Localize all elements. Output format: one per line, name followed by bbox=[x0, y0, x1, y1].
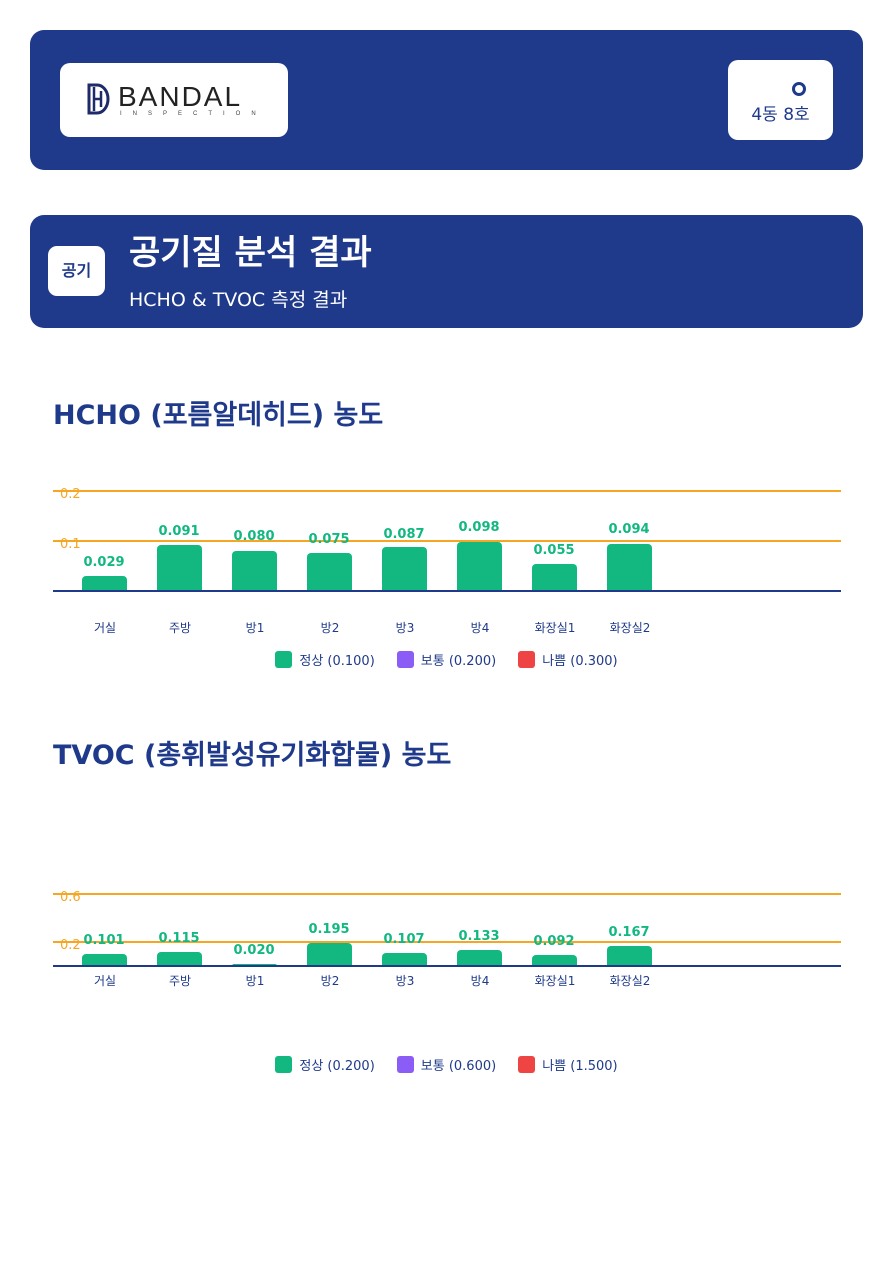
bar-kitchen bbox=[157, 545, 202, 591]
bar-living-room bbox=[82, 954, 127, 966]
bar-room2 bbox=[307, 943, 352, 966]
x-tick-label: 방4 bbox=[470, 621, 490, 635]
x-tick-label: 주방 bbox=[168, 621, 192, 635]
legend-item-moderate: 보통 (0.200) bbox=[396, 650, 497, 669]
bar-room3 bbox=[382, 953, 427, 966]
x-tick-label: 방2 bbox=[320, 974, 340, 988]
legend-item-bad: 나쁨 (1.500) bbox=[518, 1055, 618, 1074]
bar-bathroom1 bbox=[532, 564, 577, 591]
bar-room2 bbox=[307, 553, 352, 591]
unit-label: 4동 8호 bbox=[751, 105, 810, 125]
x-tick-label: 방4 bbox=[470, 974, 490, 988]
report-header: BANDAL INSPECTION 4동 8호 bbox=[30, 30, 863, 170]
x-tick-label: 화장실1 bbox=[534, 621, 576, 635]
hcho-chart: 0.2 0.1 0.029 0.091 0.080 0.075 0.087 0.… bbox=[53, 480, 841, 680]
legend-item-bad: 나쁨 (0.300) bbox=[518, 650, 618, 669]
legend-item-normal: 정상 (0.100) bbox=[275, 650, 375, 669]
legend-swatch-red bbox=[518, 651, 536, 668]
threshold-line-0.1 bbox=[53, 540, 841, 542]
bar-value: 0.087 bbox=[383, 527, 425, 542]
legend-item-moderate: 보통 (0.600) bbox=[396, 1055, 497, 1074]
bar-value: 0.094 bbox=[608, 522, 650, 537]
x-tick-label: 방2 bbox=[320, 621, 340, 635]
section-title: 공기질 분석 결과 bbox=[129, 233, 372, 273]
threshold-line-0.2 bbox=[53, 490, 841, 492]
bar-value: 0.133 bbox=[458, 929, 500, 944]
legend-label: 정상 (0.200) bbox=[299, 1059, 375, 1074]
tvoc-chart: 0.6 0.2 0.101 0.115 0.020 0.195 0.107 0.… bbox=[53, 880, 841, 1000]
bandal-logo-icon bbox=[87, 83, 110, 115]
bar-value: 0.195 bbox=[308, 922, 350, 937]
legend-swatch-red bbox=[518, 1056, 536, 1073]
threshold-label: 0.1 bbox=[60, 537, 81, 552]
bar-value: 0.080 bbox=[233, 529, 275, 544]
section-badge: 공기 bbox=[48, 246, 105, 296]
legend-label: 보통 (0.600) bbox=[420, 1059, 497, 1074]
x-tick-label: 방1 bbox=[245, 974, 265, 988]
bar-value: 0.029 bbox=[83, 555, 125, 570]
bar-room4 bbox=[457, 950, 502, 966]
x-tick-label: 거실 bbox=[93, 621, 117, 635]
logo-brand-text: BANDAL bbox=[118, 81, 243, 112]
x-tick-label: 화장실1 bbox=[534, 974, 576, 988]
bar-value: 0.055 bbox=[533, 543, 575, 558]
bar-value: 0.020 bbox=[233, 943, 275, 958]
legend-label: 정상 (0.100) bbox=[299, 654, 375, 669]
company-logo: BANDAL INSPECTION bbox=[60, 63, 288, 137]
x-tick-label: 주방 bbox=[168, 974, 192, 988]
threshold-line-0.2 bbox=[53, 941, 841, 943]
section-banner: 공기 공기질 분석 결과 HCHO & TVOC 측정 결과 bbox=[30, 215, 863, 328]
threshold-label: 0.2 bbox=[60, 938, 81, 953]
bar-value: 0.115 bbox=[158, 931, 200, 946]
legend-label: 나쁨 (0.300) bbox=[542, 654, 618, 669]
tvoc-legend: 정상 (0.200) 보통 (0.600) 나쁨 (1.500) bbox=[0, 1055, 893, 1074]
bar-room4 bbox=[457, 542, 502, 591]
x-axis bbox=[53, 965, 841, 967]
x-tick-label: 방3 bbox=[395, 621, 415, 635]
bar-room3 bbox=[382, 547, 427, 591]
tvoc-chart-title: TVOC (총휘발성유기화합물) 농도 bbox=[53, 740, 452, 771]
bar-bathroom1 bbox=[532, 955, 577, 966]
x-tick-label: 거실 bbox=[93, 974, 117, 988]
bar-value: 0.091 bbox=[158, 524, 200, 539]
threshold-line-0.6 bbox=[53, 893, 841, 895]
x-tick-label: 방3 bbox=[395, 974, 415, 988]
x-tick-label: 방1 bbox=[245, 621, 265, 635]
x-tick-label: 화장실2 bbox=[609, 621, 651, 635]
hcho-legend: 정상 (0.100) 보통 (0.200) 나쁨 (0.300) bbox=[0, 650, 893, 669]
unit-badge: 4동 8호 bbox=[728, 60, 833, 140]
x-axis bbox=[53, 590, 841, 592]
bar-room1 bbox=[232, 551, 277, 591]
hcho-chart-title: HCHO (포름알데히드) 농도 bbox=[53, 400, 384, 431]
bar-value: 0.075 bbox=[308, 532, 350, 547]
legend-swatch-purple bbox=[396, 1056, 414, 1073]
bar-bathroom2 bbox=[607, 544, 652, 591]
bar-kitchen bbox=[157, 952, 202, 966]
threshold-label: 0.6 bbox=[60, 890, 81, 905]
legend-item-normal: 정상 (0.200) bbox=[275, 1055, 375, 1074]
legend-label: 보통 (0.200) bbox=[420, 654, 497, 669]
bar-value: 0.167 bbox=[608, 925, 650, 940]
bar-living-room bbox=[82, 576, 127, 591]
legend-swatch-purple bbox=[396, 651, 414, 668]
bar-value: 0.092 bbox=[533, 934, 575, 949]
legend-swatch-green bbox=[275, 1056, 293, 1073]
circle-icon bbox=[792, 82, 806, 96]
section-subtitle: HCHO & TVOC 측정 결과 bbox=[129, 289, 348, 311]
bar-value: 0.098 bbox=[458, 520, 500, 535]
threshold-label: 0.2 bbox=[60, 487, 81, 502]
bar-value: 0.107 bbox=[383, 932, 425, 947]
legend-label: 나쁨 (1.500) bbox=[542, 1059, 618, 1074]
legend-swatch-green bbox=[275, 651, 293, 668]
x-tick-label: 화장실2 bbox=[609, 974, 651, 988]
bar-bathroom2 bbox=[607, 946, 652, 966]
logo-tagline: INSPECTION bbox=[120, 111, 267, 117]
bar-value: 0.101 bbox=[83, 933, 125, 948]
